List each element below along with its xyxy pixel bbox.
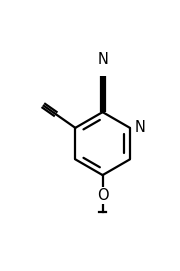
Text: N: N [97,51,108,67]
Text: O: O [97,188,108,203]
Text: N: N [135,120,146,135]
